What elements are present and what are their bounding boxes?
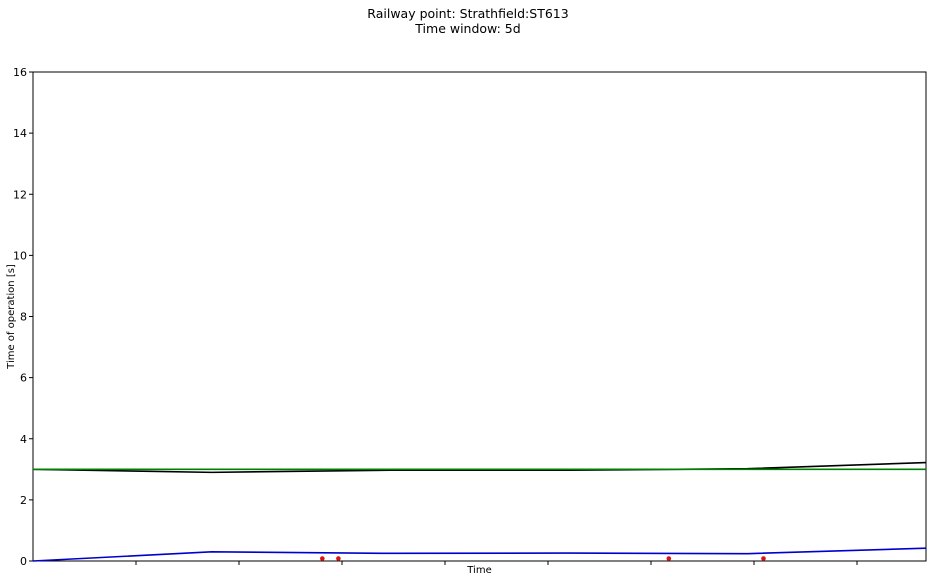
series-line-3: [32, 547, 927, 562]
series-line-1: [32, 461, 927, 474]
y-axis-ticks: 0 2 4 6 8 10 12 14 16: [13, 66, 33, 568]
anomaly-marker: [336, 556, 341, 561]
chart-title-line-2: Time window: 5d: [415, 21, 521, 36]
y-tick-label: 16: [13, 66, 27, 79]
marker-layer: [320, 556, 766, 561]
y-tick-label: 0: [20, 555, 27, 568]
y-tick-label: 14: [13, 127, 27, 140]
y-tick-label: 8: [20, 311, 27, 324]
chart-title-line-1: Railway point: Strathfield:ST613: [367, 6, 569, 21]
y-axis-label: Time of operation [s]: [6, 264, 17, 370]
plot-area: [32, 71, 927, 562]
x-axis-ticks: [135, 561, 858, 565]
y-tick-label: 4: [20, 433, 27, 446]
y-tick-label: 10: [13, 249, 27, 262]
anomaly-marker: [320, 556, 325, 561]
x-axis-label: Time: [466, 565, 491, 576]
y-tick-label: 6: [20, 372, 27, 385]
anomaly-marker: [761, 556, 766, 561]
y-tick-label: 2: [20, 494, 27, 507]
y-tick-label: 12: [13, 188, 27, 201]
anomaly-marker: [666, 556, 672, 561]
series-layer: [32, 461, 927, 562]
